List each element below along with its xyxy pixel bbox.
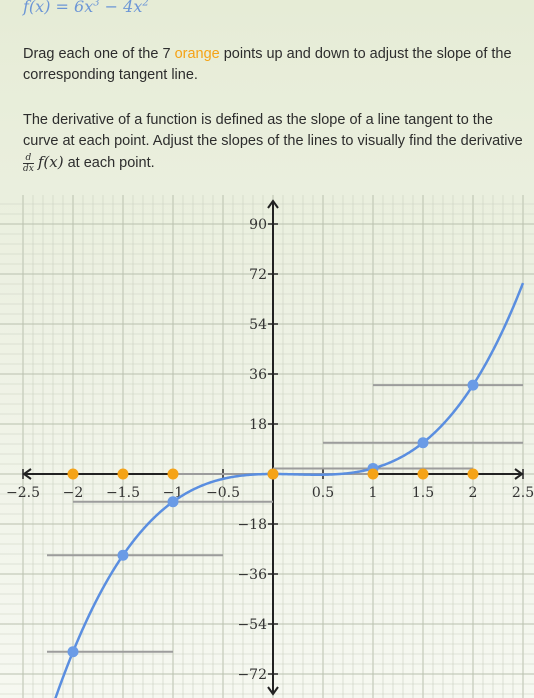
x-tick-label: 1.5: [412, 485, 434, 501]
x-tick-label: 2: [469, 485, 478, 501]
derivative-numerator: d: [23, 153, 34, 164]
y-tick-label: −36: [237, 567, 267, 583]
x-tick-label: −0.5: [206, 485, 240, 501]
x-tick-label: 2.5: [512, 485, 534, 501]
orange-derivative-points[interactable]: [67, 468, 479, 480]
formula-exponent-1: 3: [93, 0, 100, 9]
x-tick-label: 0.5: [312, 485, 334, 501]
orange-keyword: orange: [174, 46, 220, 62]
y-tick-label: −72: [237, 667, 267, 683]
x-tick-label: −2: [63, 485, 84, 501]
x-tick-label: −1.5: [106, 485, 140, 501]
curve-point: [67, 646, 79, 658]
y-tick-label: 36: [249, 367, 267, 383]
orange-drag-point[interactable]: [167, 468, 179, 480]
orange-drag-point[interactable]: [467, 468, 479, 480]
formula-exponent-2: 2: [142, 0, 149, 9]
y-tick-label: −54: [237, 617, 267, 633]
tangent-lines: [47, 384, 523, 653]
function-formula: f(x) = 6x3 − 4x2: [23, 0, 149, 16]
y-tick-label: −18: [237, 517, 267, 533]
formula-prefix: f(x) = 6x: [23, 0, 94, 16]
curve-point: [467, 379, 479, 391]
y-tick-label: 90: [249, 217, 267, 233]
orange-drag-point[interactable]: [367, 468, 379, 480]
derivative-denominator: dx: [23, 163, 34, 174]
x-axis-left-arrow: [22, 468, 32, 480]
x-tick-label: −2.5: [6, 485, 40, 501]
tick-labels: −2.5 −2 −1.5 −1 −0.5 0.5 1 1.5 2 2.59072543618−18…: [6, 217, 534, 683]
orange-drag-point[interactable]: [417, 468, 429, 480]
x-tick-label: 1: [369, 485, 378, 501]
curve-point: [167, 496, 179, 508]
instruction-text: Drag each one of the 7: [23, 46, 175, 62]
instruction-text: at each point.: [63, 155, 155, 171]
instruction-paragraph-2: The derivative of a function is defined …: [23, 110, 529, 174]
orange-drag-point[interactable]: [267, 468, 279, 480]
instruction-paragraph-1: Drag each one of the 7 orange points up …: [23, 44, 529, 86]
formula-middle: − 4x: [99, 0, 143, 16]
x-axis-right-arrow: [514, 468, 524, 480]
curve-point: [417, 437, 429, 449]
grid: [0, 195, 534, 698]
orange-drag-point[interactable]: [117, 468, 129, 480]
curve-point: [117, 549, 129, 561]
orange-drag-point[interactable]: [67, 468, 79, 480]
instruction-text: The derivative of a function is defined …: [23, 112, 523, 149]
y-axis-top-arrow: [267, 199, 279, 209]
y-tick-label: 54: [249, 317, 267, 333]
axes: [22, 199, 524, 696]
derivative-operator: d dx: [23, 153, 34, 174]
y-axis-bottom-arrow: [267, 686, 279, 696]
derivative-function: f(x): [37, 153, 64, 171]
y-tick-label: 18: [249, 417, 267, 433]
instruction-text: points up and down to adjust the slope o…: [23, 46, 512, 83]
derivative-graph[interactable]: −2.5 −2 −1.5 −1 −0.5 0.5 1 1.5 2 2.59072543618−18…: [0, 195, 534, 698]
y-tick-label: 72: [249, 267, 267, 283]
